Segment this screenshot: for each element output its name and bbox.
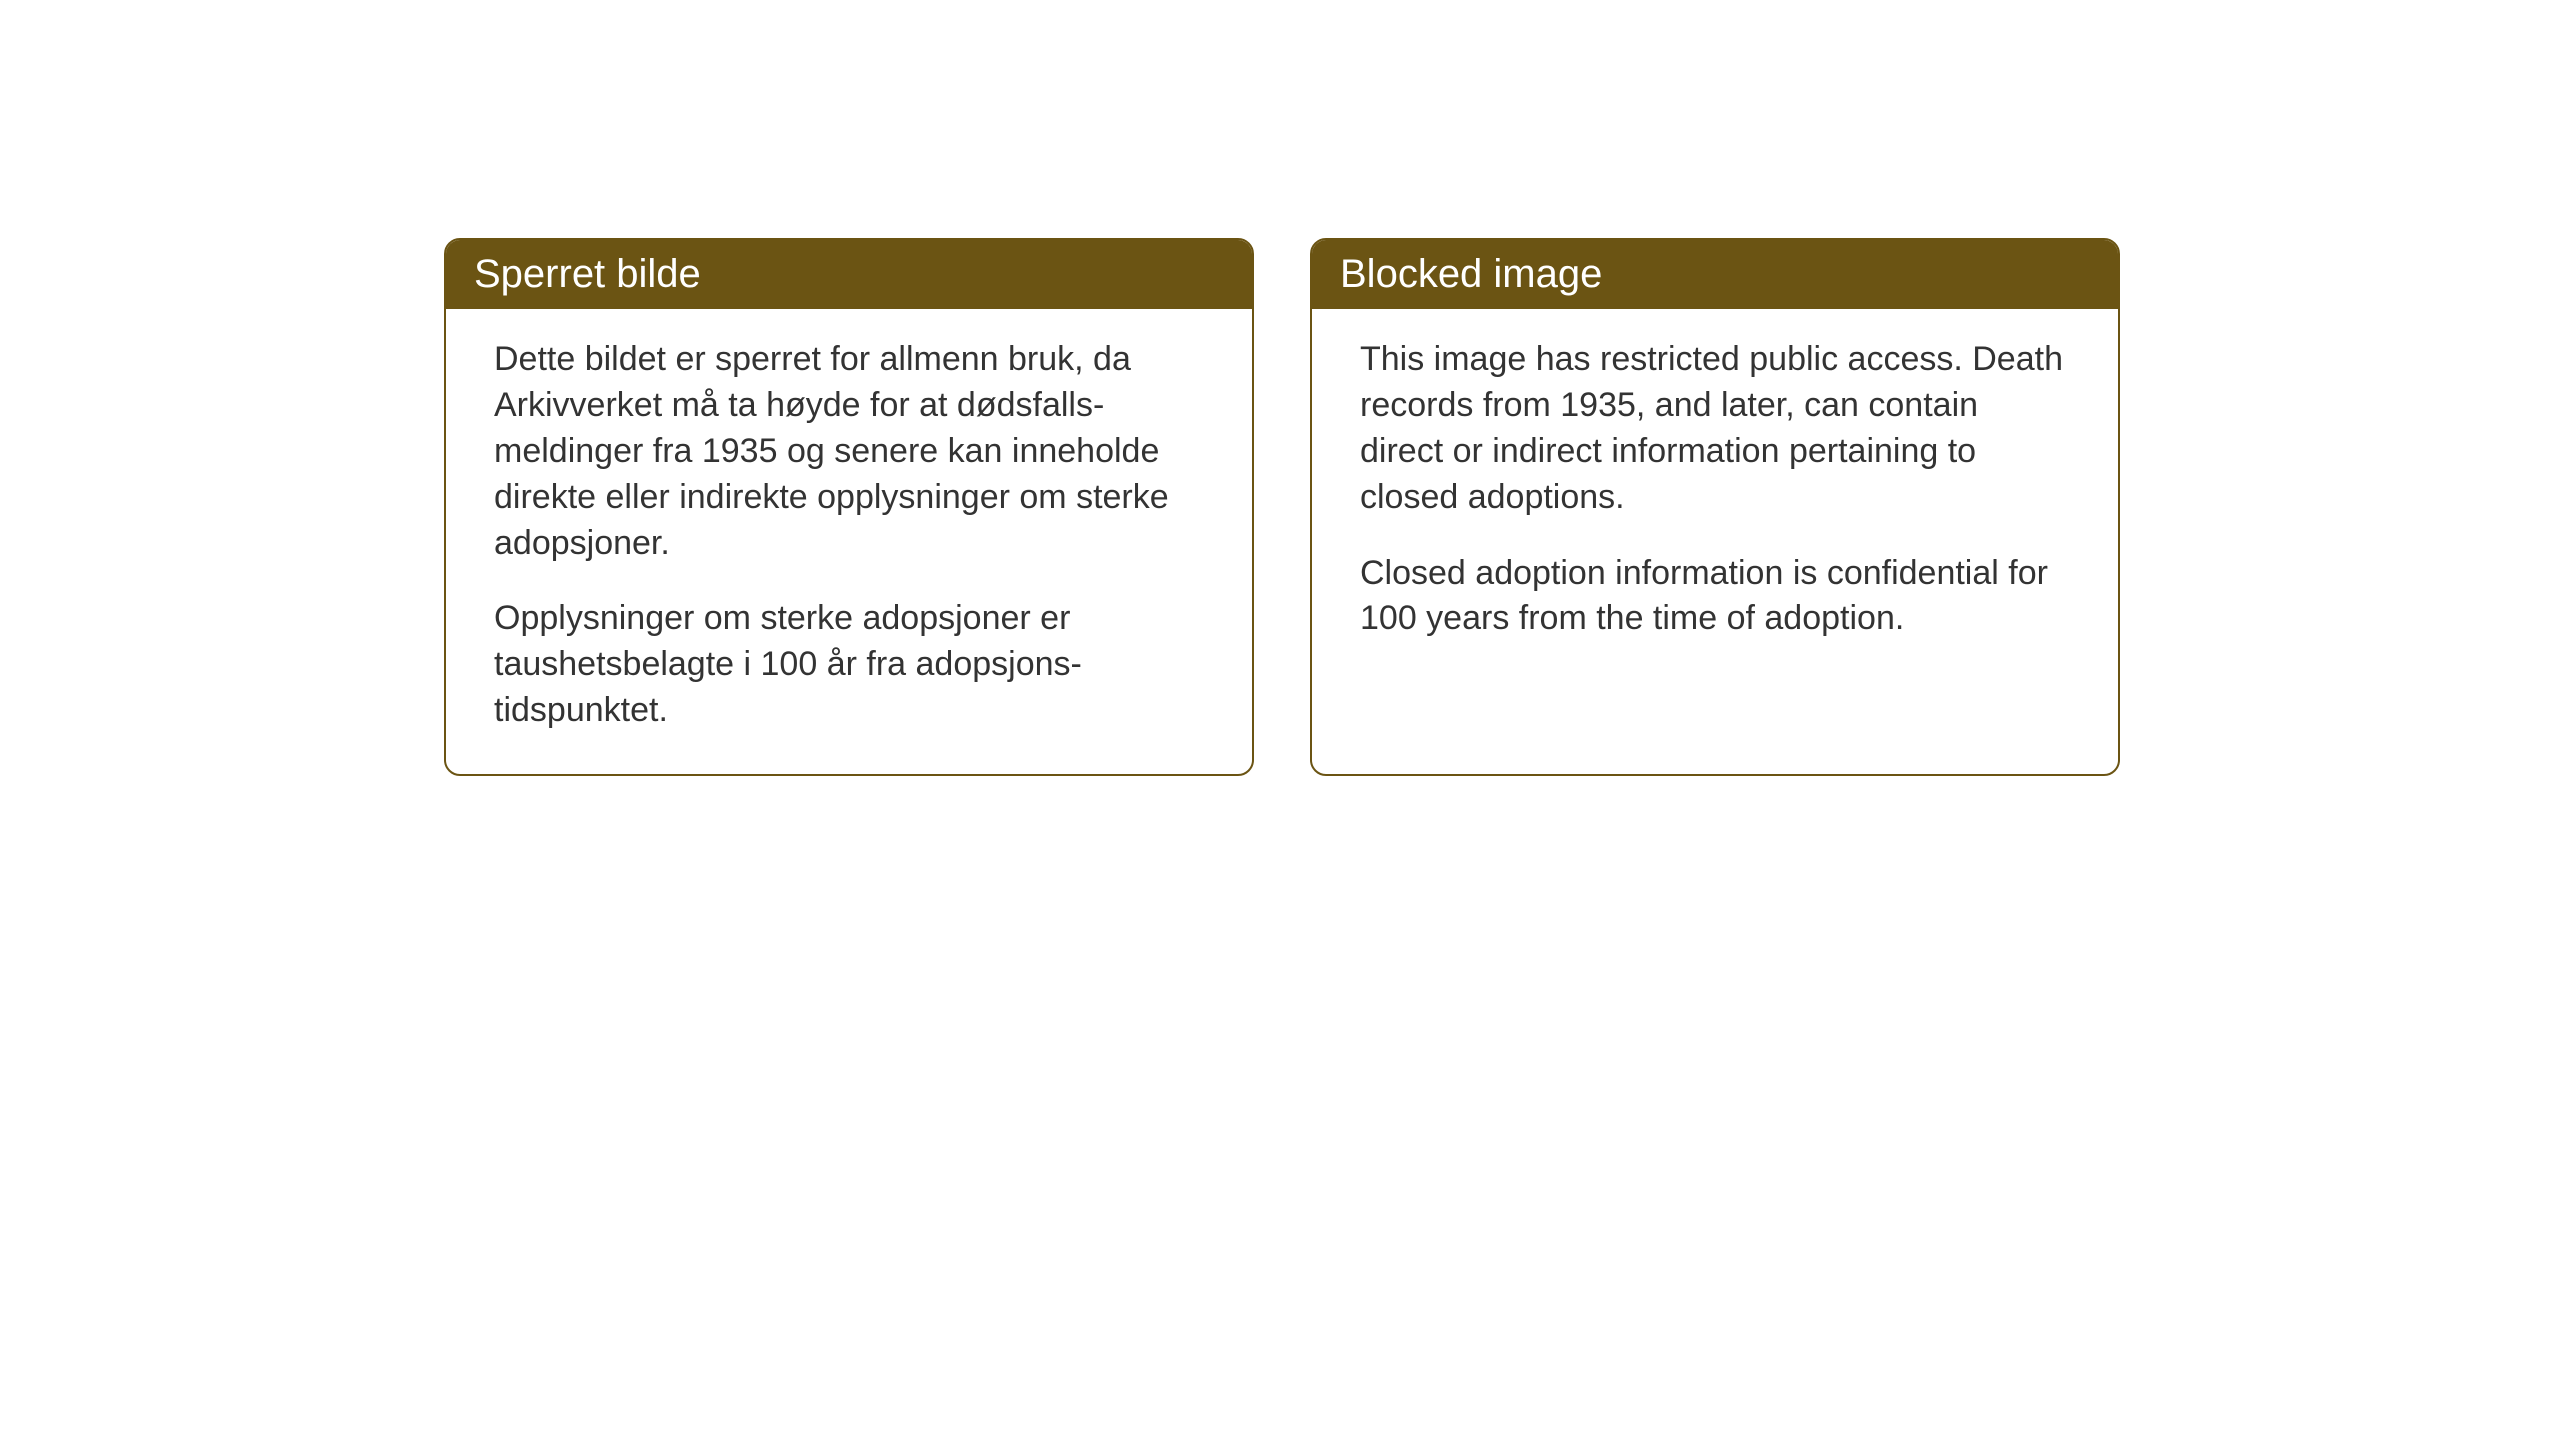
norwegian-card-header: Sperret bilde (446, 240, 1252, 309)
norwegian-card-body: Dette bildet er sperret for allmenn bruk… (446, 309, 1252, 774)
notice-cards-container: Sperret bilde Dette bildet er sperret fo… (444, 238, 2120, 776)
norwegian-paragraph-2: Opplysninger om sterke adopsjoner er tau… (494, 596, 1204, 734)
english-paragraph-1: This image has restricted public access.… (1360, 337, 2070, 521)
english-card-header: Blocked image (1312, 240, 2118, 309)
norwegian-notice-card: Sperret bilde Dette bildet er sperret fo… (444, 238, 1254, 776)
english-paragraph-2: Closed adoption information is confident… (1360, 551, 2070, 643)
english-card-body: This image has restricted public access.… (1312, 309, 2118, 682)
english-notice-card: Blocked image This image has restricted … (1310, 238, 2120, 776)
norwegian-paragraph-1: Dette bildet er sperret for allmenn bruk… (494, 337, 1204, 566)
